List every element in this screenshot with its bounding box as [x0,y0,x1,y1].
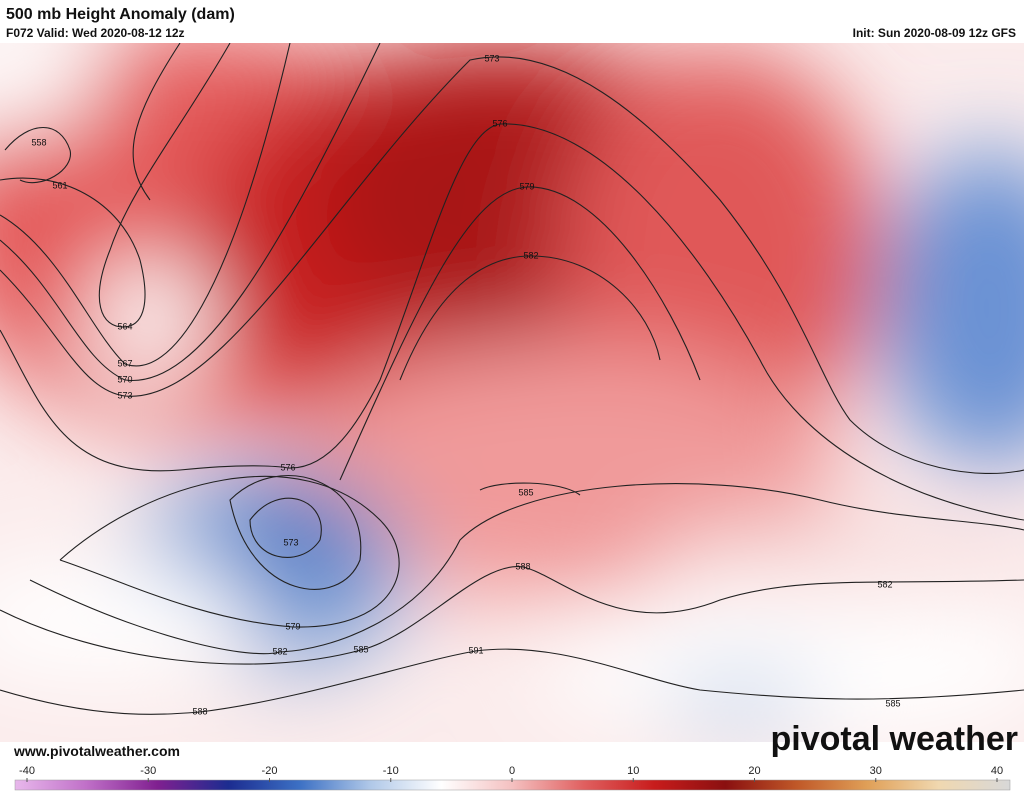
contour-label: 585 [518,487,533,497]
contour-label: 579 [285,621,300,631]
colorbar-tick-label: -30 [140,765,156,777]
title: 500 mb Height Anomaly (dam) [6,6,235,23]
colorbar-tick-label: 20 [748,765,760,777]
contour-label: 582 [523,250,538,260]
contour-label: 573 [484,53,499,63]
colorbar-tick-label: 0 [509,765,515,777]
contour-label: 582 [877,579,892,589]
colorbar-tick-label: -10 [383,765,399,777]
map: 573 576 579 582 558 561 564 567 570 573 576 573 579 5… [0,43,1024,742]
init-time: Init: Sun 2020-08-09 12z GFS [853,26,1016,40]
contour-label: 576 [280,462,295,472]
contour-label: 558 [31,137,46,147]
contour-label: 573 [283,537,298,547]
logo: pivotal weather [770,720,1018,758]
contour-label: 585 [885,698,900,708]
contour-label: 588 [515,561,530,571]
colorbar-tick-label: -40 [19,765,35,777]
colorbar-tick-label: 40 [991,765,1003,777]
contour-label: 567 [117,358,132,368]
contour-label: 561 [52,180,67,190]
contour-label: 570 [117,374,132,384]
contour-label: 591 [468,645,483,655]
website: www.pivotalweather.com [13,743,180,759]
colorbar-tick-label: -20 [262,765,278,777]
contour-label: 573 [117,390,132,400]
contour-label: 582 [272,646,287,656]
valid-time: F072 Valid: Wed 2020-08-12 12z [6,26,185,40]
contour-label: 579 [519,181,534,191]
contour-label: 588 [192,706,207,716]
colorbar-tick-label: 30 [870,765,882,777]
contour-label: 564 [117,321,132,331]
contour-label: 585 [353,644,368,654]
colorbar-tick-label: 10 [627,765,639,777]
contour-label: 576 [492,118,507,128]
